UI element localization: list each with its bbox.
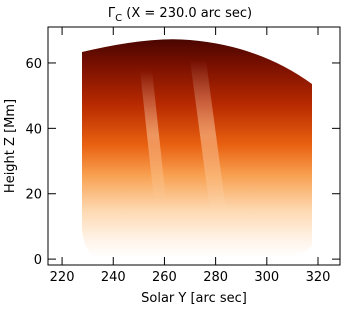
chart-title: ΓC (X = 230.0 arc sec) xyxy=(108,6,252,24)
title-subscript: C xyxy=(115,13,122,24)
x-tick-label: 300 xyxy=(254,270,279,285)
title-symbol: Γ xyxy=(108,6,116,21)
y-axis-label: Height Z [Mm] xyxy=(3,99,18,193)
y-tick-label: 0 xyxy=(34,253,42,268)
heatmap xyxy=(82,39,312,259)
x-tick-label: 280 xyxy=(203,270,228,285)
y-tick-label: 40 xyxy=(25,122,42,137)
x-tick-label: 240 xyxy=(101,270,126,285)
x-tick-label: 320 xyxy=(306,270,331,285)
x-axis-label: Solar Y [arc sec] xyxy=(141,291,247,306)
x-tick-label: 220 xyxy=(50,270,75,285)
streak xyxy=(190,60,226,210)
x-tick-label: 260 xyxy=(152,270,177,285)
plot-frame xyxy=(47,26,341,266)
y-tick-label: 20 xyxy=(25,188,42,203)
title-rest: (X = 230.0 arc sec) xyxy=(122,6,252,21)
streak xyxy=(140,70,166,200)
y-tick-label: 60 xyxy=(25,57,42,72)
